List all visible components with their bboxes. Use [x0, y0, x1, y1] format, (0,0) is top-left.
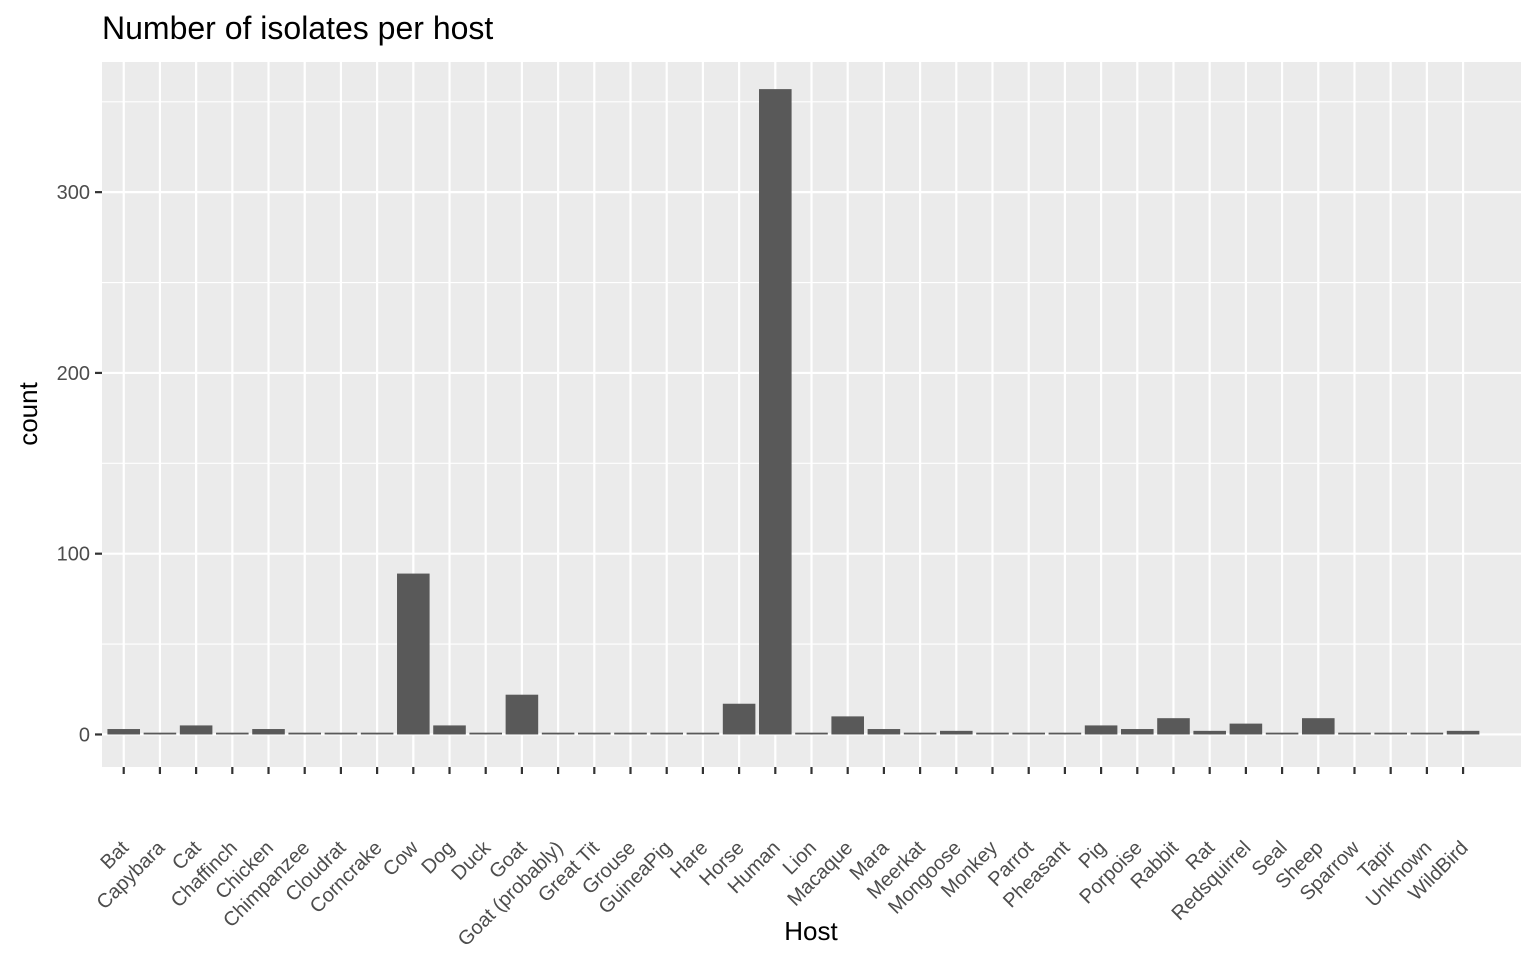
y-axis-title: count [13, 381, 43, 445]
bar-sparrow [1338, 732, 1371, 735]
bar-horse [722, 703, 756, 735]
bar-seal [1265, 732, 1299, 735]
x-tick-label: Cow [379, 837, 423, 881]
bar-great-tit [578, 732, 611, 735]
grid-lines [102, 62, 1521, 767]
bar-sheep [1301, 718, 1335, 735]
bar-bat [107, 729, 141, 735]
bar-capybara [143, 732, 177, 735]
bar-guineapig [650, 732, 683, 735]
bar-unknown [1410, 732, 1444, 735]
bar-human [759, 89, 792, 735]
bar-monkey [976, 732, 1009, 735]
bar-duck [469, 732, 502, 735]
bar-grouse [614, 732, 647, 735]
bar-cat [179, 725, 213, 735]
chart-title: Number of isolates per host [102, 10, 493, 46]
x-axis: BatCapybaraCatChaffinchChickenChimpanzee… [93, 767, 1473, 951]
bar-corncrake [360, 732, 394, 735]
bar-mara [867, 729, 901, 735]
bar-cloudrat [324, 732, 358, 735]
y-axis: 0 100 200 300 [57, 182, 102, 746]
x-tick-label: Capybara [93, 836, 170, 913]
y-tick-label: 200 [57, 363, 90, 385]
bar-cow [397, 573, 430, 735]
bar-chimpanzee [288, 732, 322, 735]
y-tick-label: 0 [79, 724, 90, 746]
bar-wildbird [1446, 730, 1480, 735]
x-tick-label: Duck [447, 836, 495, 884]
bar-dog [433, 725, 466, 735]
bar-macaque [831, 716, 864, 735]
bar-parrot [1012, 732, 1045, 735]
bar-mongoose [940, 730, 973, 735]
bar-pheasant [1048, 732, 1082, 735]
bar-rabbit [1157, 718, 1190, 735]
bar-hare [686, 732, 720, 735]
bar-pig [1084, 725, 1118, 735]
bar-rat [1193, 730, 1226, 735]
bar-lion [795, 732, 828, 735]
x-axis-title: Host [784, 916, 838, 946]
bar-goat [505, 694, 539, 735]
bar-tapir [1374, 732, 1407, 735]
bar-redsquirrel [1229, 723, 1263, 735]
y-tick-label: 100 [57, 544, 90, 566]
bar-meerkat [903, 732, 937, 735]
bar-porpoise [1121, 729, 1154, 735]
y-tick-label: 300 [57, 182, 90, 204]
bar-goat-probably [541, 732, 575, 735]
bars [107, 89, 1480, 735]
bar-chicken [252, 729, 285, 735]
bar-chaffinch [216, 732, 249, 735]
